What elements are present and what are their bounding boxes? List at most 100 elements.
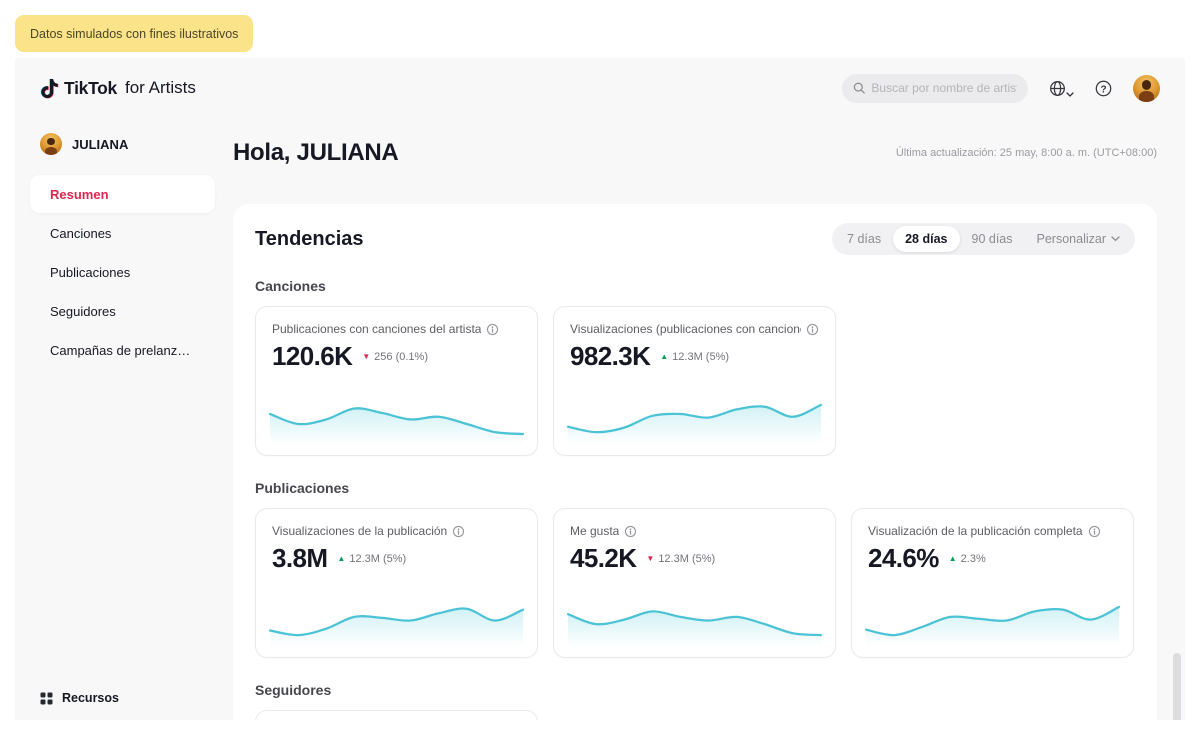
range-label: 7 días <box>847 232 882 246</box>
brand-suffix: for Artists <box>124 78 196 97</box>
metric-delta: ▼ 256 (0.1%) <box>362 351 428 363</box>
last-updated: Última actualización: 25 may, 8:00 a. m.… <box>895 147 1157 159</box>
metric-value: 45.2K <box>570 543 637 573</box>
metric-label: Visualizaciones de la publicación <box>272 524 448 538</box>
svg-text:?: ? <box>1100 84 1106 95</box>
banner-text: Datos simulados con fines ilustrativos <box>30 26 239 41</box>
trend-sections: Canciones Publicaciones con canciones del… <box>255 278 1135 720</box>
trend-up-icon: ▲ <box>948 553 957 563</box>
cards-row-seguidores <box>255 710 1135 720</box>
top-bar-actions: ? <box>842 73 1160 103</box>
artist-search[interactable] <box>842 73 1028 103</box>
metric-value: 3.8M <box>272 543 328 573</box>
metric-label-row: Publicaciones con canciones del artista <box>272 322 521 336</box>
brand-logo[interactable]: TikTok for Artists <box>40 78 196 99</box>
metric-card: Me gusta 45.2K ▼ 12.3M (5%) <box>553 508 836 658</box>
metric-value-row: 982.3K ▲ 12.3M (5%) <box>570 341 819 372</box>
artist-switcher[interactable]: JULIANA <box>40 133 230 155</box>
metric-delta-text: 2.3% <box>960 552 986 565</box>
metric-card <box>255 710 538 720</box>
metric-delta: ▼ 12.3M (5%) <box>646 553 715 565</box>
metric-delta: ▲ 12.3M (5%) <box>337 553 406 565</box>
user-avatar[interactable] <box>1133 74 1160 102</box>
metric-value: 120.6K <box>272 341 353 371</box>
artist-name: JULIANA <box>72 136 129 152</box>
metric-card: Visualizaciones (publicaciones con canci… <box>553 306 836 456</box>
metric-label-row: Visualización de la publicación completa <box>868 524 1117 538</box>
search-input[interactable] <box>871 81 1017 95</box>
metric-card: Publicaciones con canciones del artista 1… <box>255 306 538 456</box>
metric-label: Me gusta <box>570 524 620 538</box>
metric-card: Visualización de la publicación completa… <box>851 508 1134 658</box>
sidebar-item-publicaciones[interactable]: Publicaciones <box>50 264 131 280</box>
trends-header: Tendencias 7 días 28 días 90 días Personali… <box>255 223 1135 255</box>
sidebar-item-canciones[interactable]: Canciones <box>50 225 112 241</box>
simulated-data-banner: Datos simulados con fines ilustrativos <box>15 15 254 52</box>
metric-value: 982.3K <box>570 341 651 371</box>
range-label: Personalizar <box>1036 232 1106 246</box>
range-90d[interactable]: 90 días <box>960 226 1025 252</box>
metric-delta: ▲ 2.3% <box>949 553 986 565</box>
sidebar-item-resumen[interactable]: Resumen <box>30 175 215 213</box>
metric-label: Visualización de la publicación completa <box>868 524 1083 538</box>
sparkline-chart <box>266 589 527 651</box>
date-range-selector: 7 días 28 días 90 días Personalizar <box>832 223 1135 255</box>
metric-label-row: Visualizaciones de la publicación <box>272 524 521 538</box>
metric-value-row: 120.6K ▼ 256 (0.1%) <box>272 341 521 372</box>
globe-icon <box>1050 80 1065 96</box>
info-icon[interactable] <box>624 525 637 538</box>
info-icon[interactable] <box>452 525 465 538</box>
resources-link[interactable]: Recursos <box>40 691 119 705</box>
chevron-down-icon <box>1111 236 1120 242</box>
app-window: TikTok for Artists <box>15 58 1185 720</box>
metric-label-row: Me gusta <box>570 524 819 538</box>
artist-avatar <box>40 133 62 155</box>
range-custom[interactable]: Personalizar <box>1025 226 1132 252</box>
tiktok-note-icon <box>40 78 59 98</box>
sparkline-chart <box>266 387 527 449</box>
trend-up-icon: ▲ <box>660 351 669 361</box>
metric-value: 24.6% <box>868 543 939 573</box>
info-icon[interactable] <box>806 323 819 336</box>
range-28d[interactable]: 28 días <box>893 226 960 252</box>
metric-label: Visualizaciones (publicaciones con canci… <box>570 322 801 336</box>
metric-value-row: 45.2K ▼ 12.3M (5%) <box>570 543 819 574</box>
sidebar-nav: Resumen Canciones Publicaciones Seguidores C… <box>30 175 215 369</box>
greeting-row: Hola, JULIANA Última actualización: 25 m… <box>233 138 1157 168</box>
main-content: Hola, JULIANA Última actualización: 25 m… <box>230 118 1185 720</box>
section-title-publicaciones: Publicaciones <box>255 480 350 496</box>
sparkline-chart <box>564 387 825 449</box>
sidebar-item-campanas-de-prelanzamiento[interactable]: Campañas de prelanz… <box>50 342 191 358</box>
brand-name: TikTok <box>64 77 117 98</box>
top-bar: TikTok for Artists <box>15 58 1185 118</box>
range-label: 28 días <box>905 232 948 246</box>
trend-down-icon: ▼ <box>646 553 655 563</box>
chevron-down-icon <box>1066 91 1074 97</box>
trend-down-icon: ▼ <box>362 351 371 361</box>
metric-delta-text: 12.3M (5%) <box>349 552 407 565</box>
resources-label: Recursos <box>62 691 119 705</box>
sidebar-item-seguidores[interactable]: Seguidores <box>50 303 116 319</box>
metric-value-row: 3.8M ▲ 12.3M (5%) <box>272 543 521 574</box>
metric-label-row: Visualizaciones (publicaciones con canci… <box>570 322 819 336</box>
section-title-canciones: Canciones <box>255 278 326 294</box>
sparkline-chart <box>862 589 1123 651</box>
cards-row-canciones: Publicaciones con canciones del artista 1… <box>255 306 1135 456</box>
info-icon[interactable] <box>1088 525 1101 538</box>
info-icon[interactable] <box>486 323 499 336</box>
app-body: JULIANA Resumen Canciones Publicaciones Seg… <box>15 118 1185 720</box>
range-7d[interactable]: 7 días <box>835 226 893 252</box>
metric-label: Publicaciones con canciones del artista <box>272 322 482 336</box>
trends-panel: Tendencias 7 días 28 días 90 días Personali… <box>233 204 1157 720</box>
page-title: Hola, JULIANA <box>233 139 399 166</box>
search-icon <box>853 82 865 94</box>
help-button[interactable]: ? <box>1094 79 1113 98</box>
help-icon: ? <box>1095 80 1112 96</box>
trend-up-icon: ▲ <box>337 553 346 563</box>
language-selector[interactable] <box>1048 79 1074 98</box>
sparkline-chart <box>564 589 825 651</box>
metric-delta-text: 12.3M (5%) <box>658 552 716 565</box>
scrollbar-thumb[interactable] <box>1173 653 1181 720</box>
cards-row-publicaciones: Visualizaciones de la publicación 3.8M ▲ 12… <box>255 508 1135 658</box>
trends-title: Tendencias <box>255 227 364 250</box>
